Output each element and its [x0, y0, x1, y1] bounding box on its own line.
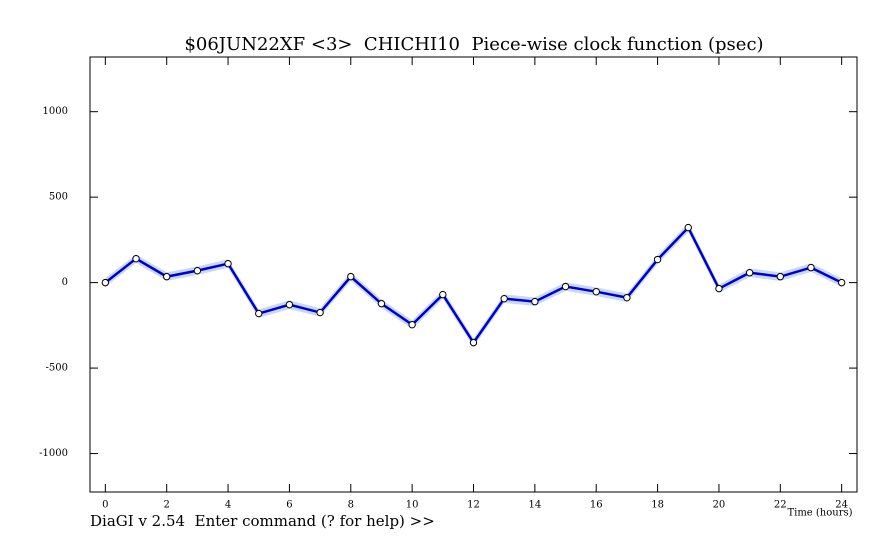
x-axis-label: Time (hours) [787, 508, 852, 519]
x-tick-label: 0 [102, 500, 108, 511]
data-point [837, 278, 846, 287]
x-tick-label: 22 [774, 500, 787, 511]
x-tick-label: 24 [835, 500, 848, 511]
y-tick-label: 1000 [43, 106, 68, 117]
chart-title: $06JUN22XF <3> CHICHI10 Piece-wise clock… [184, 34, 763, 55]
data-point [193, 266, 202, 275]
data-point [776, 272, 784, 281]
data-point [623, 293, 631, 302]
data-point [807, 263, 815, 272]
x-tick-label: 6 [286, 500, 292, 511]
data-point [377, 299, 386, 308]
y-tick-label: -1000 [39, 448, 68, 459]
y-tick-label: 0 [62, 277, 68, 288]
data-point [439, 290, 447, 299]
x-tick-label: 18 [651, 500, 664, 511]
x-tick-label: 20 [713, 500, 726, 511]
data-point [745, 269, 754, 277]
x-tick-label: 12 [467, 500, 480, 511]
data-point [224, 259, 232, 268]
data-point [653, 255, 662, 264]
data-point [255, 309, 263, 318]
data-point [469, 338, 478, 347]
data-point [408, 320, 416, 329]
x-tick-label: 14 [528, 500, 541, 511]
data-point [500, 294, 508, 303]
y-tick-label: 500 [49, 192, 68, 203]
x-tick-label: 4 [225, 500, 231, 511]
data-point [347, 272, 355, 281]
data-point [531, 297, 539, 306]
x-tick-label: 8 [348, 500, 354, 511]
command-line[interactable]: DiaGI v 2.54 Enter command (? for help) … [90, 512, 435, 530]
data-point [163, 272, 171, 281]
data-point [715, 284, 723, 293]
data-point [285, 300, 294, 309]
data-point [132, 254, 140, 263]
data-point [592, 287, 600, 296]
data-point [561, 282, 570, 291]
data-point [684, 223, 692, 232]
data-point [101, 278, 110, 287]
x-tick-label: 10 [406, 500, 419, 511]
data-point [316, 308, 324, 317]
y-tick-label: -500 [46, 363, 68, 374]
x-tick-label: 2 [164, 500, 170, 511]
x-tick-label: 16 [590, 500, 603, 511]
